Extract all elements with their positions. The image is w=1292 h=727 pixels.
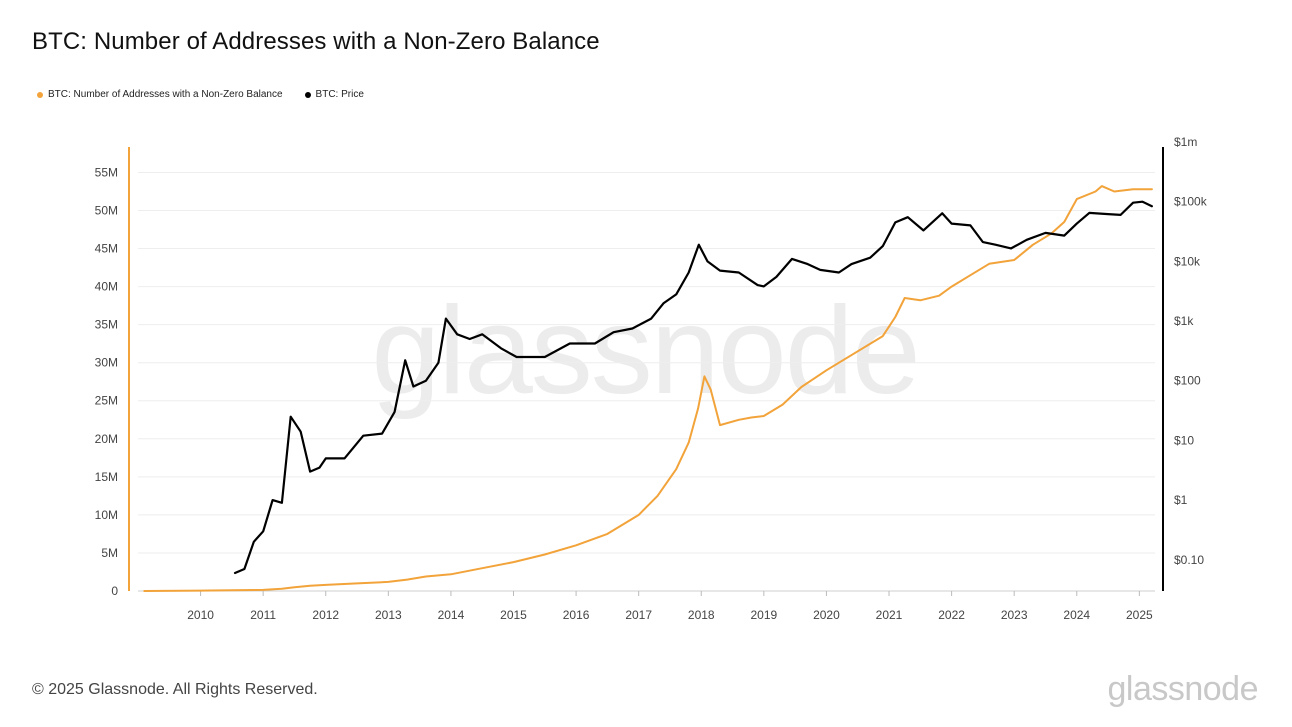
left-tick-label: 50M: [95, 203, 118, 217]
chart-title: BTC: Number of Addresses with a Non-Zero…: [32, 28, 600, 55]
x-tick-label: 2024: [1063, 608, 1090, 622]
legend-item-price[interactable]: BTC: Price: [304, 89, 364, 100]
series-group: [143, 185, 1153, 592]
x-tick-label: 2016: [563, 608, 590, 622]
left-tick-label: 20M: [95, 432, 118, 446]
right-tick-label: $100k: [1174, 195, 1208, 209]
x-tick-label: 2022: [938, 608, 965, 622]
series-line-price: [233, 200, 1153, 575]
legend-item-addresses[interactable]: BTC: Number of Addresses with a Non-Zero…: [37, 89, 283, 100]
x-tick-label: 2020: [813, 608, 840, 622]
x-tick-label: 2019: [750, 608, 777, 622]
left-tick-label: 55M: [95, 165, 118, 179]
right-tick-label: $10: [1174, 433, 1194, 447]
right-tick-label: $0.10: [1174, 553, 1204, 567]
x-tick-label: 2012: [312, 608, 339, 622]
x-tick-label: 2017: [625, 608, 652, 622]
x-tick-label: 2025: [1126, 608, 1153, 622]
left-tick-label: 15M: [95, 470, 118, 484]
x-tick-label: 2013: [375, 608, 402, 622]
left-tick-label: 40M: [95, 280, 118, 294]
x-tick-label: 2010: [187, 608, 214, 622]
left-tick-label: 30M: [95, 356, 118, 370]
right-tick-label: $10k: [1174, 254, 1201, 268]
x-tick-label: 2023: [1001, 608, 1028, 622]
chart-watermark: glassnode: [371, 282, 918, 420]
left-axis: 0 5M 10M 15M 20M 25M 30M 35M 40M 45M 50M 55M: [95, 147, 130, 598]
legend-label-addresses: BTC: Number of Addresses with a Non-Zero…: [48, 89, 283, 100]
right-tick-label: $1m: [1174, 135, 1197, 149]
x-tick-label: 2018: [688, 608, 715, 622]
right-tick-label: $1k: [1174, 314, 1194, 328]
glassnode-logo: glassnode: [1107, 670, 1258, 708]
x-tick-label: 2015: [500, 608, 527, 622]
copyright-text: © 2025 Glassnode. All Rights Reserved.: [32, 681, 318, 698]
right-tick-label: $100: [1174, 374, 1201, 388]
left-tick-label: 45M: [95, 242, 118, 256]
legend: BTC: Number of Addresses with a Non-Zero…: [37, 89, 364, 100]
left-tick-label: 10M: [95, 508, 118, 522]
legend-swatch-addresses: [37, 91, 43, 98]
left-tick-label: 5M: [101, 546, 118, 560]
right-axis: $0.10 $1 $10 $100 $1k $10k $100k $1m: [1162, 135, 1208, 591]
legend-swatch-price: [304, 91, 311, 98]
x-tick-label: 2011: [250, 608, 276, 622]
x-tick-label: 2014: [438, 608, 465, 622]
x-tick-label: 2021: [876, 608, 903, 622]
left-tick-label: 0: [111, 584, 118, 598]
series-line-addresses: [143, 185, 1153, 592]
x-axis: 2010 2011 2012 2013 2014 2015 2016 2017 2018 2019…: [138, 590, 1155, 622]
legend-label-price: BTC: Price: [315, 89, 364, 100]
left-tick-label: 35M: [95, 318, 118, 332]
left-tick-label: 25M: [95, 394, 118, 408]
right-tick-label: $1: [1174, 493, 1188, 507]
